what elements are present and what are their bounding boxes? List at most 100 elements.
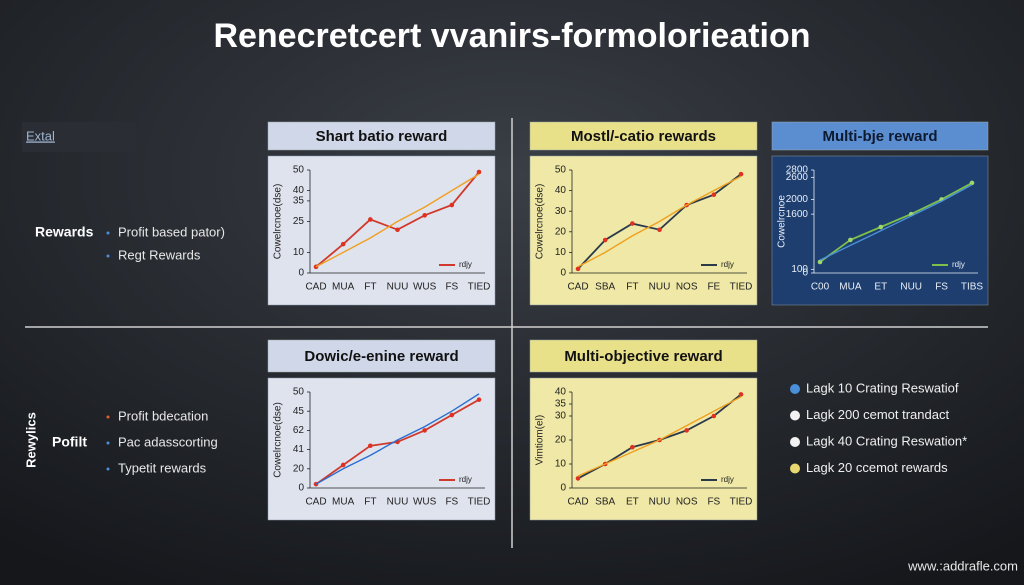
point [422,428,427,433]
y-tick-label: 40 [555,185,567,196]
y-tick-label: 30 [555,411,567,422]
x-tick-label: NUU [900,282,922,293]
series-line [819,184,973,261]
point [575,476,581,481]
point [630,444,635,450]
x-tick-label: FS [445,497,458,508]
bullet [106,254,110,258]
x-tick-label: SBA [595,497,615,508]
chart-title: Shart batio reward [316,128,448,145]
legend-label: rdjy [459,260,472,269]
x-tick-label: CAD [305,497,326,508]
point [630,221,635,226]
x-tick-label: FE [707,282,720,293]
y-tick-label: 20 [293,463,305,474]
list-item: Typetit rewards [118,460,207,475]
y-tick-label: 2800 [786,165,809,176]
point [340,241,346,247]
x-tick-label: TIED [730,282,753,293]
point [368,443,373,449]
chart-title: Mostl/-catio rewards [571,128,716,145]
x-tick-label: MUA [332,282,355,293]
y-tick-label: 50 [555,165,567,176]
x-tick-label: NOS [676,282,698,293]
x-tick-label: TIED [468,282,491,293]
y-tick-label: 20 [555,435,567,446]
y-axis-label: Vimtiom(el) [535,415,546,465]
y-tick-label: 35 [293,196,305,207]
y-tick-label: 40 [293,185,305,196]
point [449,202,455,208]
list-item: Profit based pator) [118,224,225,239]
y-tick-label: 50 [293,165,305,176]
x-tick-label: TIBS [961,282,984,293]
y-tick-label: 40 [555,387,567,398]
bullet [106,231,110,235]
point [684,428,689,433]
y-tick-label: 2000 [786,194,809,205]
point [422,213,427,218]
y-tick-label: 0 [298,268,304,279]
y-tick-label: 100 [791,264,808,275]
legend-text: Lagk 200 cemot trandact [806,407,949,422]
y-tick-label: 25 [293,216,305,227]
legend-dot [790,384,800,394]
title-box [771,121,989,151]
row-label: Rewards [35,224,94,240]
series-line [577,175,742,268]
legend-dot [790,410,800,421]
y-tick-label: 41 [293,444,305,455]
legend-dot [790,463,800,474]
corner-label: Extal [26,128,55,143]
y-axis-label: Cowelrcnoe(dse) [535,184,546,260]
x-tick-label: MUA [332,497,355,508]
x-tick-label: NUU [649,497,671,508]
corner-box [22,122,136,152]
y-axis-label: Cowelrcnoe(dse) [273,402,284,478]
list-item: Regt Rewards [118,247,201,262]
legend-label: rdjy [721,260,734,269]
point [817,259,823,265]
point [340,462,346,468]
x-tick-label: NOS [676,497,698,508]
series-line [819,182,973,263]
point [738,392,744,397]
list-item: Profit bdecation [118,408,208,423]
point [476,397,482,402]
row-label: Pofilt [52,434,87,450]
legend-text: Lagk 10 Crating Reswatiof [806,380,959,395]
point [575,266,581,272]
y-axis-label: Cowelrcnoe [777,195,788,248]
x-tick-label: SBA [595,282,615,293]
point [878,224,884,230]
y-tick-label: 50 [293,387,305,398]
chart-title: Dowic/e-enine reward [304,348,458,365]
y-tick-label: 20 [555,226,567,237]
legend-dot [790,437,800,447]
point [848,237,853,243]
y-tick-label: 0 [298,483,304,494]
title-box [529,339,758,373]
legend-label: rdjy [952,260,965,269]
x-tick-label: WUS [413,282,437,293]
bullet [106,441,110,445]
y-tick-label: 10 [555,459,567,470]
x-tick-label: FT [364,497,376,508]
point [449,412,455,418]
x-tick-label: NUU [387,497,409,508]
list-item: Pac adasscorting [118,434,218,449]
x-tick-label: TIED [730,497,753,508]
x-tick-label: FT [626,282,638,293]
x-tick-label: TIED [468,497,491,508]
y-tick-label: 1600 [786,209,809,220]
side-label: Rewylics [23,412,38,468]
x-tick-label: FS [445,282,458,293]
y-tick-label: 35 [555,399,567,410]
series-line [315,173,480,268]
x-tick-label: MUA [839,282,862,293]
point [738,171,744,177]
point [395,227,400,233]
y-tick-label: 30 [555,206,567,217]
y-tick-label: 45 [293,406,305,417]
